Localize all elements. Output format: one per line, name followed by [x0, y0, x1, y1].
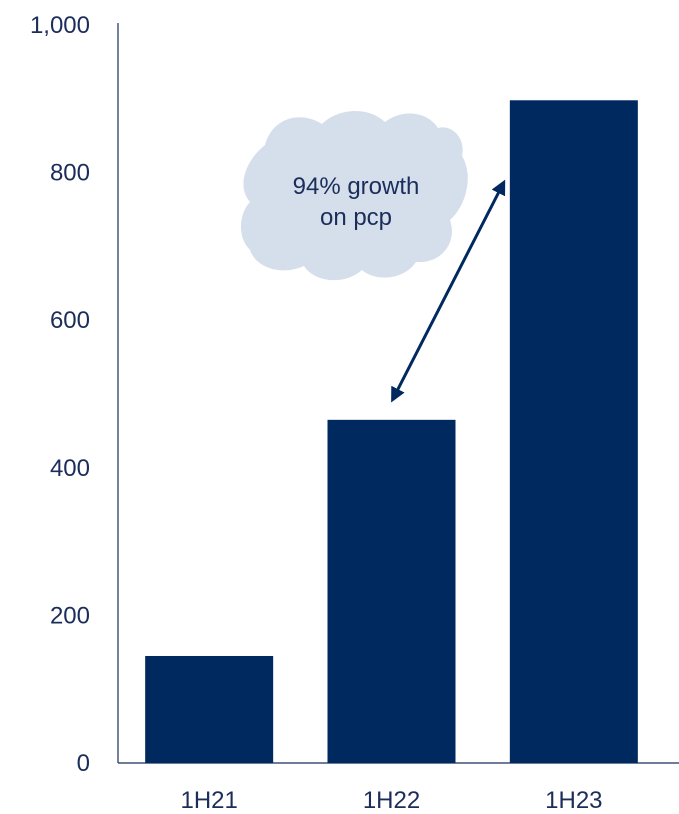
- plot-area: 0 200 400 600 800 1,000 1H21 1H22 1H23: [30, 12, 679, 814]
- growth-arrow: [391, 179, 506, 403]
- y-tick-label: 600: [50, 307, 90, 334]
- y-tick-label: 1,000: [30, 12, 90, 39]
- x-tick-label: 1H23: [545, 787, 602, 814]
- bar-1h21: [145, 655, 274, 763]
- y-tick-label: 400: [50, 455, 90, 482]
- callout-line-2: on pcp: [320, 204, 392, 231]
- y-tick-label: 0: [77, 750, 90, 777]
- callout-line-1: 94% growth: [293, 173, 420, 200]
- x-tick-label: 1H22: [363, 787, 420, 814]
- x-tick-label: 1H21: [180, 787, 237, 814]
- bar-1h23: [509, 100, 638, 763]
- growth-callout: 94% growth on pcp: [240, 110, 468, 281]
- bar-1h22: [327, 419, 456, 763]
- y-tick-label: 200: [50, 602, 90, 629]
- y-tick-label: 800: [50, 160, 90, 187]
